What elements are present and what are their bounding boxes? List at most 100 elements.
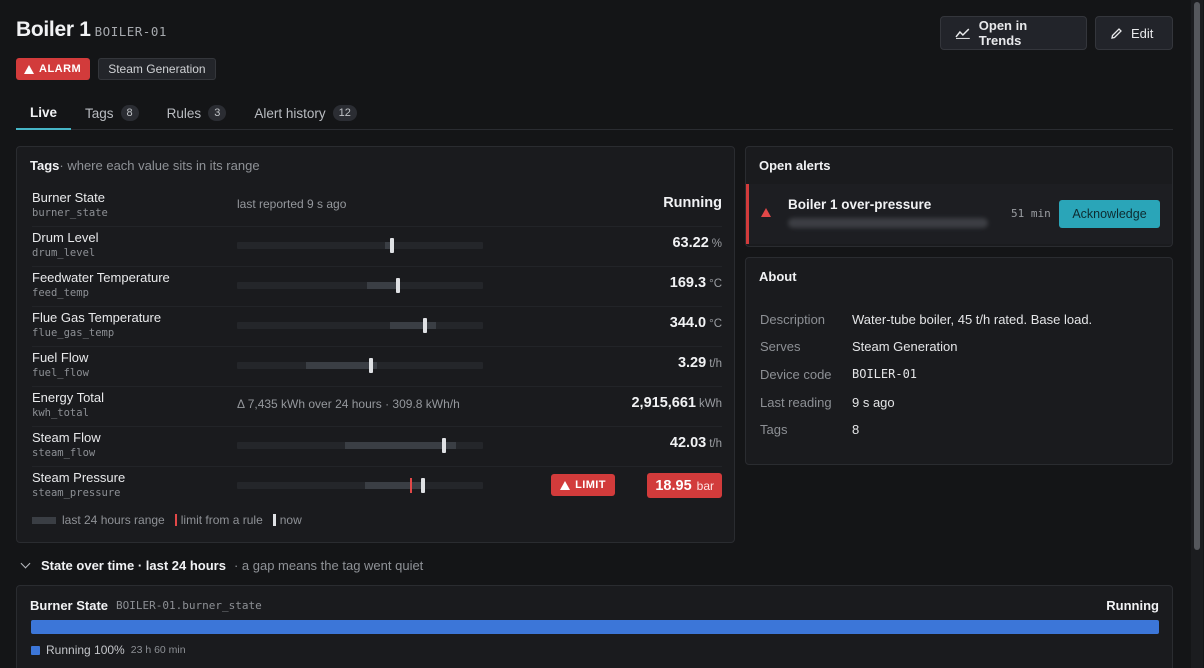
open-in-trends-label: Open in Trends: [978, 18, 1028, 48]
open-in-trends-button[interactable]: Open in Trends: [940, 16, 1087, 50]
status-badges: ALARM Steam Generation: [16, 58, 216, 80]
about-serves: Serves Steam Generation: [760, 339, 958, 354]
tab-count: 12: [332, 105, 357, 121]
range-band: [345, 442, 456, 449]
warning-icon: [560, 480, 571, 490]
about-key: Last reading: [760, 395, 832, 410]
device-code: BOILER-01: [94, 24, 167, 39]
about-key: Serves: [760, 339, 801, 354]
tag-value-number: 42.03: [669, 435, 707, 451]
tag-key: drum_level: [32, 247, 96, 259]
running-swatch: [31, 645, 40, 655]
tag-row[interactable]: Flue Gas Temperature flue_gas_temp 344.0 °C: [32, 307, 722, 347]
tag-value-number: 3.29: [677, 355, 707, 371]
tag-unit: t/h: [709, 358, 722, 370]
limit-badge-label: LIMIT: [575, 479, 606, 491]
about-tags: Tags 8: [760, 422, 859, 437]
tag-row[interactable]: Feedwater Temperature feed_temp 169.3 °C: [32, 267, 722, 307]
now-marker: [369, 358, 374, 373]
state-tag-path: BOILER-01.burner_state: [116, 599, 262, 612]
alert-detail-redacted: [788, 218, 988, 228]
tag-value-number: 169.3: [669, 275, 707, 291]
legend-limit-label: limit from a rule: [180, 513, 263, 527]
header-actions: Open in Trends Edit: [940, 16, 1173, 50]
tab-tags[interactable]: Tags 8: [71, 96, 153, 130]
range-band: [364, 482, 424, 489]
about-last-reading: Last reading 9 s ago: [760, 395, 895, 410]
tag-value: 2,915,661 kWh: [631, 395, 722, 411]
about-value: BOILER-01: [852, 367, 918, 381]
page-header: Boiler 1 BOILER-01: [16, 18, 167, 42]
legend-now-label: now: [279, 513, 302, 527]
tag-row[interactable]: Fuel Flow fuel_flow 3.29 t/h: [32, 347, 722, 387]
range-band: [367, 282, 400, 289]
tags-panel-title: Tags· where each value sits in its range: [30, 158, 260, 173]
about-key: Device code: [760, 367, 832, 382]
range-swatch: [32, 516, 56, 524]
acknowledge-button[interactable]: Acknowledge: [1059, 200, 1160, 228]
now-marker: [396, 278, 401, 293]
range-band: [384, 242, 395, 249]
tag-name: Steam Pressure: [32, 470, 126, 485]
legend-range-label: last 24 hours range: [62, 513, 165, 527]
state-over-time-toggle[interactable]: State over time · last 24 hours · a gap …: [20, 558, 423, 573]
tag-name: Drum Level: [32, 230, 99, 245]
tag-unit: %: [711, 238, 722, 250]
edit-button[interactable]: Edit: [1095, 16, 1173, 50]
tab-bar: Live Tags 8 Rules 3 Alert history 12: [16, 96, 1173, 130]
about-description: Description Water-tube boiler, 45 t/h rat…: [760, 312, 1092, 327]
about-title: About: [759, 269, 797, 284]
tags-title: Tags: [30, 158, 60, 173]
state-panel: Burner State BOILER-01.burner_state Runn…: [16, 585, 1173, 668]
tags-panel: Tags· where each value sits in its range…: [16, 146, 735, 543]
tag-value: 63.22%: [672, 235, 722, 251]
now-marker: [423, 318, 428, 333]
tag-unit: °C: [709, 278, 722, 290]
state-heading: State over time · last 24 hours: [41, 558, 226, 573]
about-value: Water-tube boiler, 45 t/h rated. Base lo…: [852, 312, 1093, 327]
now-marker: [441, 438, 446, 453]
range-track: [237, 358, 483, 373]
state-legend-duration: 23 h 60 min: [130, 644, 186, 656]
tag-unit: t/h: [709, 438, 722, 450]
open-alerts-title: Open alerts: [759, 158, 831, 173]
tag-row[interactable]: Drum Level drum_level 63.22%: [32, 227, 722, 267]
scrollbar-thumb[interactable]: [1194, 2, 1200, 550]
tag-row[interactable]: Steam Pressure steam_pressure LIMIT 18.95 ba…: [32, 467, 722, 507]
limit-badge: LIMIT: [551, 474, 615, 496]
alert-item[interactable]: Boiler 1 over-pressure 51 min Acknowledg…: [746, 184, 1172, 244]
state-legend-label: Running 100%: [46, 643, 125, 657]
vertical-scrollbar[interactable]: [1191, 0, 1203, 668]
tag-name: Energy Total: [32, 390, 105, 405]
pencil-icon: [1111, 27, 1122, 39]
tag-value-number: Running: [663, 195, 722, 211]
tag-row[interactable]: Burner State burner_state last reported 9 …: [32, 187, 722, 227]
about-value: 8: [852, 422, 860, 437]
range-track: [237, 478, 483, 493]
tab-label: Alert history: [254, 105, 326, 121]
range-track: [237, 438, 483, 453]
tag-row[interactable]: Steam Flow steam_flow 42.03 t/h: [32, 427, 722, 467]
tag-value: Running: [663, 195, 722, 211]
warning-icon: [24, 64, 34, 74]
range-track: [237, 278, 483, 293]
range-band: [305, 362, 378, 369]
tag-value-number: 18.95: [655, 477, 692, 494]
area-badge[interactable]: Steam Generation: [98, 58, 216, 80]
about-value: Steam Generation: [852, 339, 958, 354]
tab-live[interactable]: Live: [16, 96, 72, 130]
alert-title: Boiler 1 over-pressure: [788, 197, 932, 212]
tab-rules[interactable]: Rules 3: [153, 96, 241, 130]
tab-alert-history[interactable]: Alert history 12: [240, 96, 371, 130]
tag-value: 42.03 t/h: [670, 435, 722, 451]
tag-row[interactable]: Energy Total kwh_total Δ 7,435 kWh over 24…: [32, 387, 722, 427]
tag-value-number: 344.0: [669, 315, 707, 331]
tag-value-number: 63.22: [672, 235, 709, 251]
tag-key: kwh_total: [32, 407, 89, 419]
state-hint: · a gap means the tag went quiet: [233, 558, 424, 573]
about-key: Description: [760, 312, 826, 327]
page-title: Boiler 1 BOILER-01: [16, 18, 167, 41]
tag-note: last reported 9 s ago: [237, 197, 347, 211]
state-timeline-bar[interactable]: [31, 620, 1159, 634]
tag-key: burner_state: [32, 207, 108, 219]
